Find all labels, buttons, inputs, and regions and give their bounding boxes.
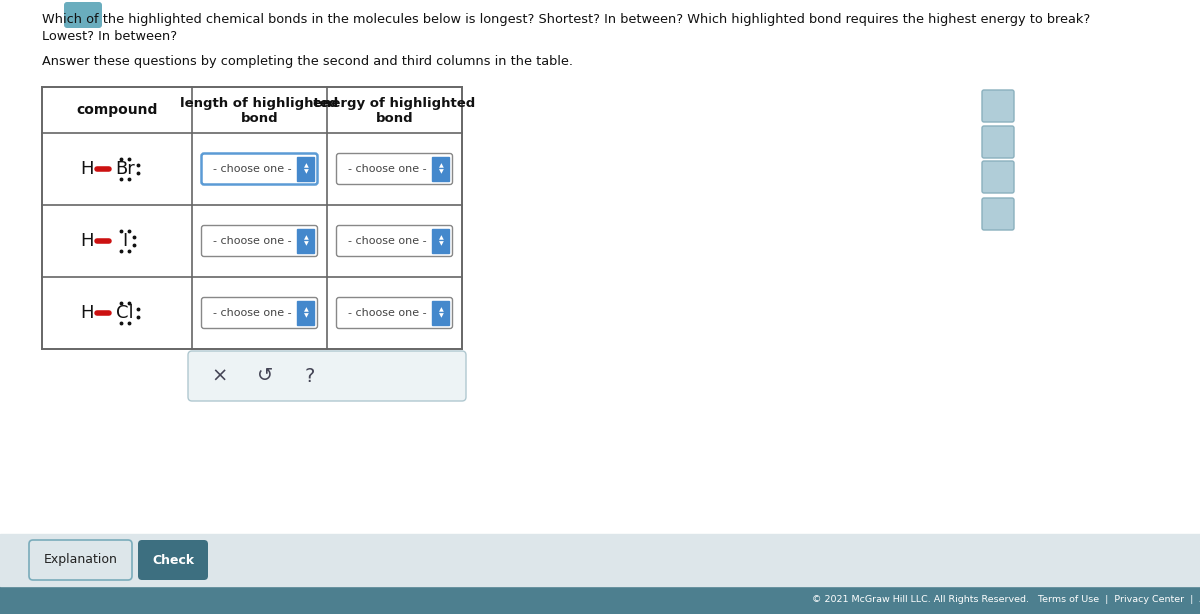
Text: - choose one -: - choose one - <box>214 236 292 246</box>
FancyBboxPatch shape <box>29 540 132 580</box>
Text: Check: Check <box>152 553 194 567</box>
Text: - choose one -: - choose one - <box>348 308 427 318</box>
Text: ▼: ▼ <box>439 241 443 246</box>
Text: © 2021 McGraw Hill LLC. All Rights Reserved.   Terms of Use  |  Privacy Center  : © 2021 McGraw Hill LLC. All Rights Reser… <box>812 596 1200 605</box>
Text: bond: bond <box>376 112 413 125</box>
FancyBboxPatch shape <box>202 225 318 257</box>
FancyBboxPatch shape <box>336 154 452 184</box>
Text: ?: ? <box>305 367 316 386</box>
FancyBboxPatch shape <box>982 198 1014 230</box>
FancyBboxPatch shape <box>982 161 1014 193</box>
Text: H: H <box>80 232 94 250</box>
Bar <box>0 586 1200 614</box>
FancyBboxPatch shape <box>336 298 452 328</box>
FancyBboxPatch shape <box>138 540 208 580</box>
Text: ▼: ▼ <box>304 241 308 246</box>
Text: Br: Br <box>115 160 134 178</box>
Text: compound: compound <box>77 103 157 117</box>
Text: ▲: ▲ <box>304 163 308 168</box>
Text: Lowest? In between?: Lowest? In between? <box>42 30 178 43</box>
FancyBboxPatch shape <box>64 2 102 28</box>
FancyBboxPatch shape <box>336 225 452 257</box>
Text: - choose one -: - choose one - <box>214 308 292 318</box>
Text: H: H <box>80 160 94 178</box>
Bar <box>298 157 314 181</box>
Text: ▲: ▲ <box>439 308 443 313</box>
FancyBboxPatch shape <box>188 351 466 401</box>
Text: Explanation: Explanation <box>43 553 118 567</box>
FancyBboxPatch shape <box>202 154 318 184</box>
Text: ▼: ▼ <box>304 314 308 319</box>
Text: I: I <box>122 232 127 250</box>
Text: ▼: ▼ <box>439 169 443 174</box>
Text: Cl: Cl <box>116 304 134 322</box>
Text: H: H <box>80 304 94 322</box>
Text: ▲: ▲ <box>439 163 443 168</box>
Text: - choose one -: - choose one - <box>348 164 427 174</box>
Text: ▲: ▲ <box>439 236 443 241</box>
Text: ▼: ▼ <box>304 169 308 174</box>
Text: bond: bond <box>241 112 278 125</box>
FancyBboxPatch shape <box>202 298 318 328</box>
Text: ×: × <box>212 367 228 386</box>
Bar <box>0 534 1200 586</box>
Bar <box>298 301 314 325</box>
Bar <box>432 301 449 325</box>
FancyBboxPatch shape <box>982 126 1014 158</box>
Text: - choose one -: - choose one - <box>214 164 292 174</box>
Text: Which of the highlighted chemical bonds in the molecules below is longest? Short: Which of the highlighted chemical bonds … <box>42 13 1091 26</box>
Text: ▼: ▼ <box>439 314 443 319</box>
Text: - choose one -: - choose one - <box>348 236 427 246</box>
Bar <box>298 229 314 253</box>
Bar <box>42 87 462 349</box>
Bar <box>432 157 449 181</box>
Text: ▲: ▲ <box>304 236 308 241</box>
FancyBboxPatch shape <box>982 90 1014 122</box>
Text: ▲: ▲ <box>304 308 308 313</box>
Text: length of highlighted: length of highlighted <box>180 96 338 109</box>
Text: energy of highlighted: energy of highlighted <box>313 96 475 109</box>
Text: Answer these questions by completing the second and third columns in the table.: Answer these questions by completing the… <box>42 55 574 68</box>
Bar <box>432 229 449 253</box>
Text: ↺: ↺ <box>257 367 274 386</box>
